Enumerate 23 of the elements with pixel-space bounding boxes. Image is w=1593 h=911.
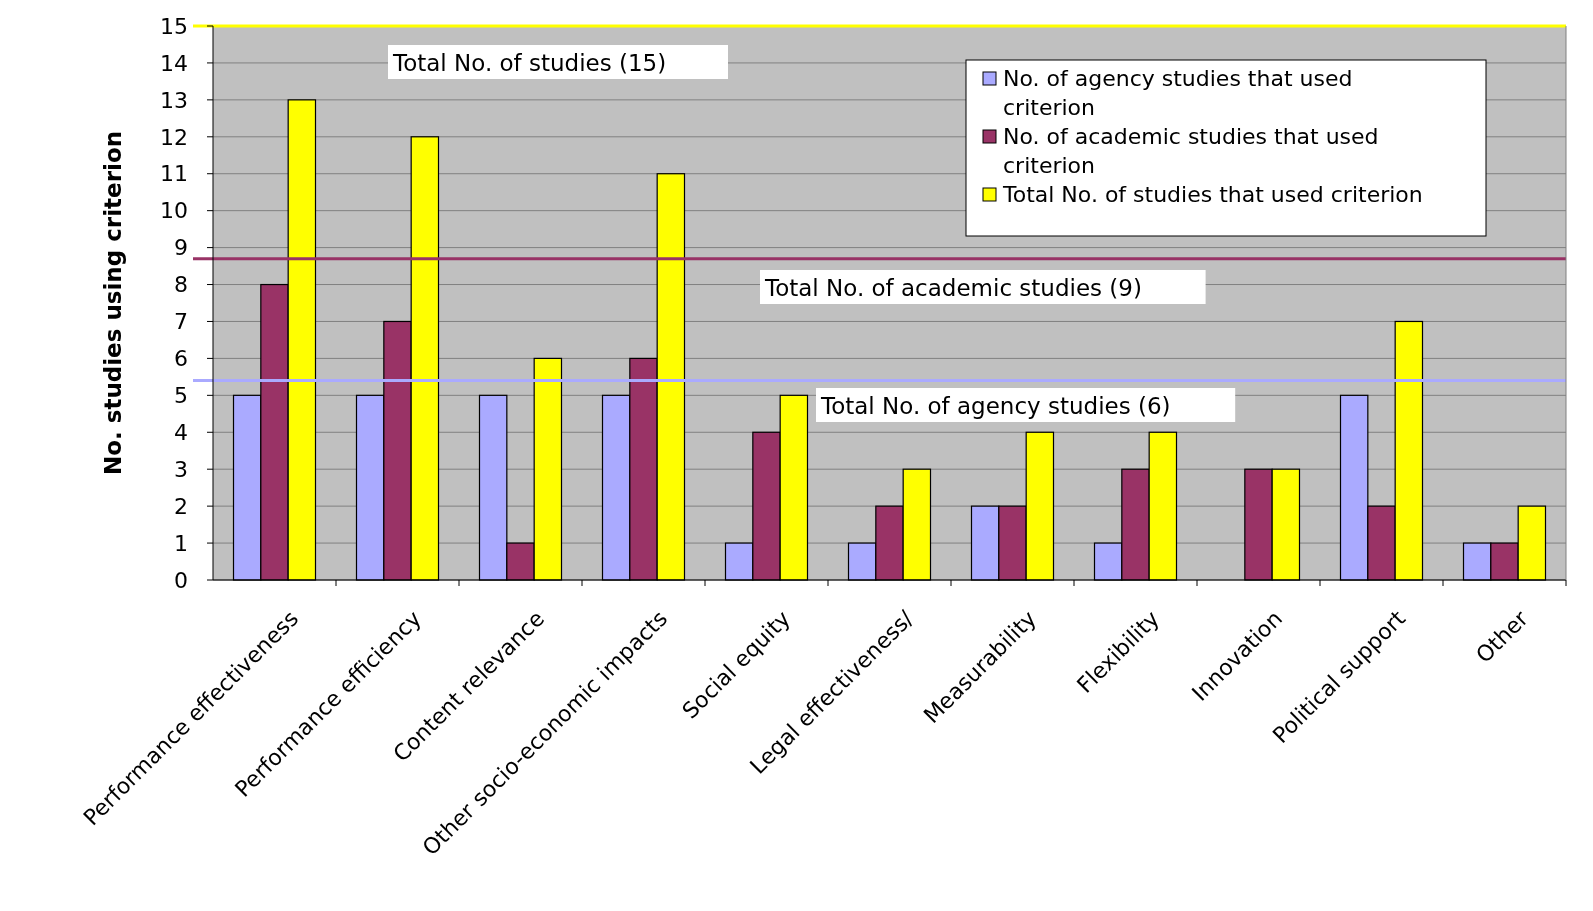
y-tick-label: 14 [160, 50, 188, 76]
ref-line-label: Total No. of studies (15) [392, 50, 667, 76]
y-tick-label: 2 [174, 493, 188, 519]
y-tick-label: 3 [174, 456, 188, 482]
legend-label: Total No. of studies that used criterion [1002, 182, 1423, 207]
y-tick-label: 7 [174, 309, 188, 335]
ref-line-label: Total No. of academic studies (9) [764, 275, 1142, 301]
y-tick-label: 6 [174, 346, 188, 372]
legend-label: No. of agency studies that used criterion [1003, 66, 1353, 120]
y-tick-label: 11 [160, 161, 188, 187]
y-tick-label: 10 [160, 198, 188, 224]
legend-label: No. of academic studies that used criterion [1003, 124, 1379, 178]
y-tick-label: 8 [174, 272, 188, 298]
y-tick-label: 1 [174, 530, 188, 556]
y-tick-label: 0 [174, 567, 188, 593]
y-tick-label: 13 [160, 87, 188, 113]
ref-line-label: Total No. of agency studies (6) [820, 393, 1171, 419]
y-tick-label: 15 [160, 13, 188, 39]
y-tick-label: 5 [174, 383, 188, 409]
y-tick-label: 4 [174, 419, 188, 445]
y-axis-title: No. studies using criterion [100, 130, 126, 476]
y-tick-label: 9 [174, 235, 188, 261]
y-tick-label: 12 [160, 124, 188, 150]
